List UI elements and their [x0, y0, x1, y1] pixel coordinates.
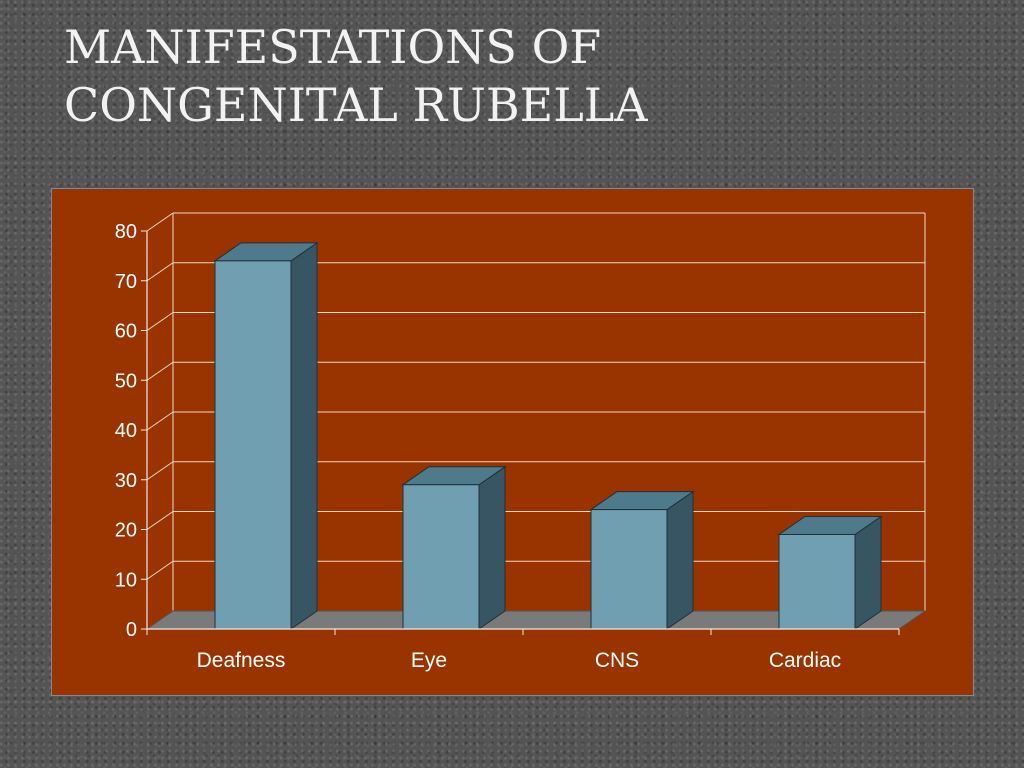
x-category-label: CNS: [595, 649, 639, 672]
chart-panel: 0 10 20 30 40 50 60 70 80 Deafness Eye CNS Cardiac: [51, 188, 974, 696]
bar-cardiac: [777, 515, 883, 630]
y-tick-label: 10: [115, 569, 137, 591]
bar-eye: [401, 465, 507, 630]
gridline-side: [146, 511, 174, 530]
bar-layer: [213, 241, 883, 630]
bar-side-face: [854, 515, 882, 630]
gridline-side: [146, 262, 174, 282]
slide-title-line-1: MANIFESTATIONS OF: [64, 20, 602, 74]
y-tick-label: 70: [115, 271, 137, 293]
bar-front-face: [402, 484, 480, 630]
gridline-side: [146, 461, 174, 481]
axis-layer: 0 10 20 30 40 50 60 70 80 Deafness Eye CNS Cardiac: [115, 221, 900, 672]
bar-front-face: [778, 533, 856, 630]
gridline-side: [146, 212, 174, 232]
bar-deafness: [213, 241, 319, 630]
x-category-label: Deafness: [197, 649, 286, 672]
bar-side-face: [290, 241, 318, 630]
bar-front-face: [214, 260, 292, 630]
gridline-side: [146, 411, 174, 431]
x-category-label: Eye: [411, 649, 447, 672]
y-tick-label: 0: [126, 619, 137, 641]
slide-title-line-2: CONGENITAL RUBELLA: [64, 78, 648, 132]
y-tick-label: 60: [115, 321, 137, 343]
bar-cns: [589, 490, 695, 630]
y-tick-label: 50: [115, 370, 137, 392]
bar-side-face: [478, 465, 506, 630]
slide-title: MANIFESTATIONS OF CONGENITAL RUBELLA: [64, 18, 964, 134]
x-category-label: Cardiac: [769, 649, 841, 672]
y-tick-label: 20: [115, 520, 137, 542]
y-tick-label: 80: [115, 221, 137, 243]
bar-chart: 0 10 20 30 40 50 60 70 80 Deafness Eye CNS Cardiac: [115, 212, 927, 672]
gridline-side: [146, 361, 174, 381]
gridline-side: [146, 560, 174, 580]
y-tick-label: 30: [115, 470, 137, 492]
bar-front-face: [590, 509, 668, 630]
y-tick-label: 40: [115, 420, 137, 442]
gridline-side: [146, 312, 174, 331]
bar-side-face: [666, 490, 694, 630]
